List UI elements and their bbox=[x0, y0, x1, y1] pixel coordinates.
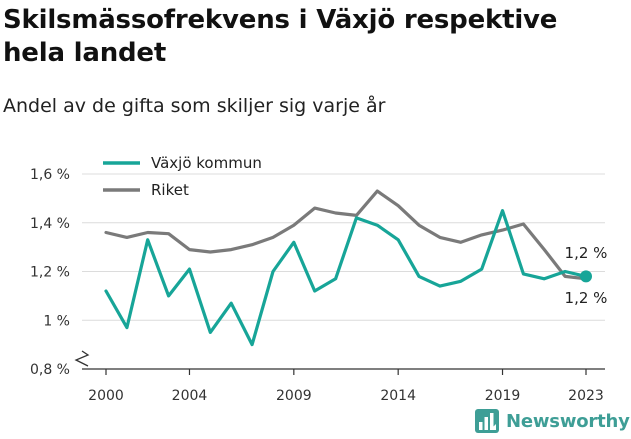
y-tick-label: 1 % bbox=[43, 313, 70, 329]
end-labels: 1,2 % 1,2 % bbox=[565, 244, 608, 307]
y-tick-label: 1,4 % bbox=[30, 216, 70, 232]
series-lines bbox=[104, 189, 592, 347]
x-tick-label: 2023 bbox=[568, 388, 604, 404]
end-label-vaxjo: 1,2 % bbox=[565, 289, 608, 307]
end-point-marker bbox=[580, 270, 592, 283]
series-line-riket bbox=[104, 189, 588, 281]
legend-label: Växjö kommun bbox=[151, 154, 262, 172]
y-tick-label: 1,2 % bbox=[30, 265, 70, 281]
chart-subtitle: Andel av de gifta som skiljer sig varje … bbox=[3, 95, 386, 117]
x-tick-label: 2019 bbox=[485, 388, 521, 404]
x-tick-label: 2014 bbox=[380, 388, 416, 404]
legend: Växjö kommun Riket bbox=[103, 154, 262, 199]
x-tick-label: 2000 bbox=[88, 388, 124, 404]
brand-logo: Newsworthy bbox=[474, 406, 630, 436]
x-tick-label: 2004 bbox=[172, 388, 208, 404]
gridlines bbox=[82, 173, 605, 321]
x-tick-label: 2009 bbox=[276, 388, 312, 404]
series-line-vaxjo bbox=[104, 209, 588, 347]
chart-title: Skilsmässofrekvens i Växjö respektive he… bbox=[3, 5, 558, 68]
axes: 0,8 % 1 % 1,2 % 1,4 % 1,6 % 2000 2004 2009 2014 2… bbox=[30, 167, 605, 404]
axis-break-icon bbox=[74, 350, 90, 367]
legend-label: Riket bbox=[151, 181, 189, 199]
y-tick-label: 0,8 % bbox=[30, 362, 70, 378]
newsworthy-logo-icon bbox=[475, 409, 499, 433]
y-tick-label: 1,6 % bbox=[30, 167, 70, 183]
brand-name: Newsworthy bbox=[506, 410, 630, 432]
end-label-riket: 1,2 % bbox=[565, 244, 608, 262]
